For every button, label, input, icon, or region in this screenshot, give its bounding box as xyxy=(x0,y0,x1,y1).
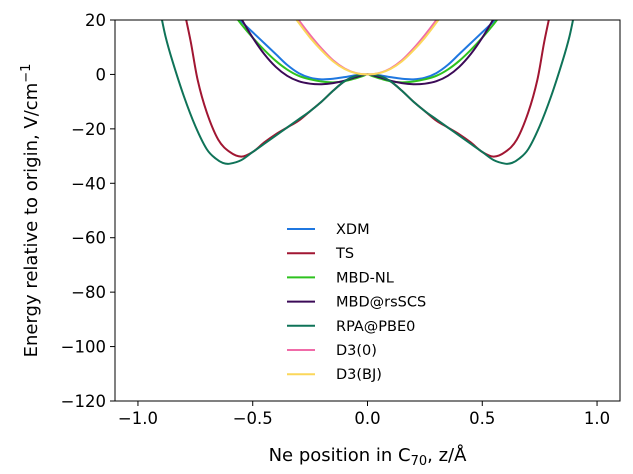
legend: XDM TS MBD-NL MBD@rsSCS RPA@PBE0 D3(0) D3(BJ) xyxy=(287,222,426,383)
x-tick-label: 1.0 xyxy=(584,409,610,428)
x-tick-label: −0.5 xyxy=(233,409,273,428)
legend-label: TS xyxy=(335,246,354,262)
series-layer xyxy=(160,20,575,165)
legend-label: XDM xyxy=(336,222,370,238)
y-tick-label: −20 xyxy=(71,120,106,139)
series-line-mbd-rsscs xyxy=(240,20,495,86)
x-tick-label: −1.0 xyxy=(118,409,158,428)
x-tick-label: 0.5 xyxy=(469,409,495,428)
y-tick-label: −40 xyxy=(71,174,106,193)
x-axis-title: Ne position in C70, z/Å xyxy=(269,444,467,469)
legend-label: MBD@rsSCS xyxy=(336,295,426,311)
y-tick-label: 0 xyxy=(96,65,107,84)
y-tick-label: −100 xyxy=(61,338,106,357)
y-tick-label: −60 xyxy=(71,229,106,248)
y-axis-title: Energy relative to origin, V/cm−1 xyxy=(19,64,42,358)
x-axis-ticks: −1.0 −0.5 0.0 0.5 1.0 xyxy=(118,401,610,428)
y-tick-label: −120 xyxy=(61,392,106,411)
y-tick-label: −80 xyxy=(71,283,106,302)
series-line-ts xyxy=(185,20,550,158)
legend-label: D3(0) xyxy=(336,343,377,359)
y-axis-ticks: −120 −100 −80 −60 −40 −20 0 20 xyxy=(61,11,115,411)
x-tick-label: 0.0 xyxy=(354,409,380,428)
y-tick-label: 20 xyxy=(85,11,106,30)
series-line-rpa-pbe0 xyxy=(160,20,575,165)
legend-label: RPA@PBE0 xyxy=(336,319,415,335)
legend-label: D3(BJ) xyxy=(336,367,382,383)
series-line-d3-bj- xyxy=(295,20,440,76)
legend-label: MBD-NL xyxy=(336,270,394,286)
